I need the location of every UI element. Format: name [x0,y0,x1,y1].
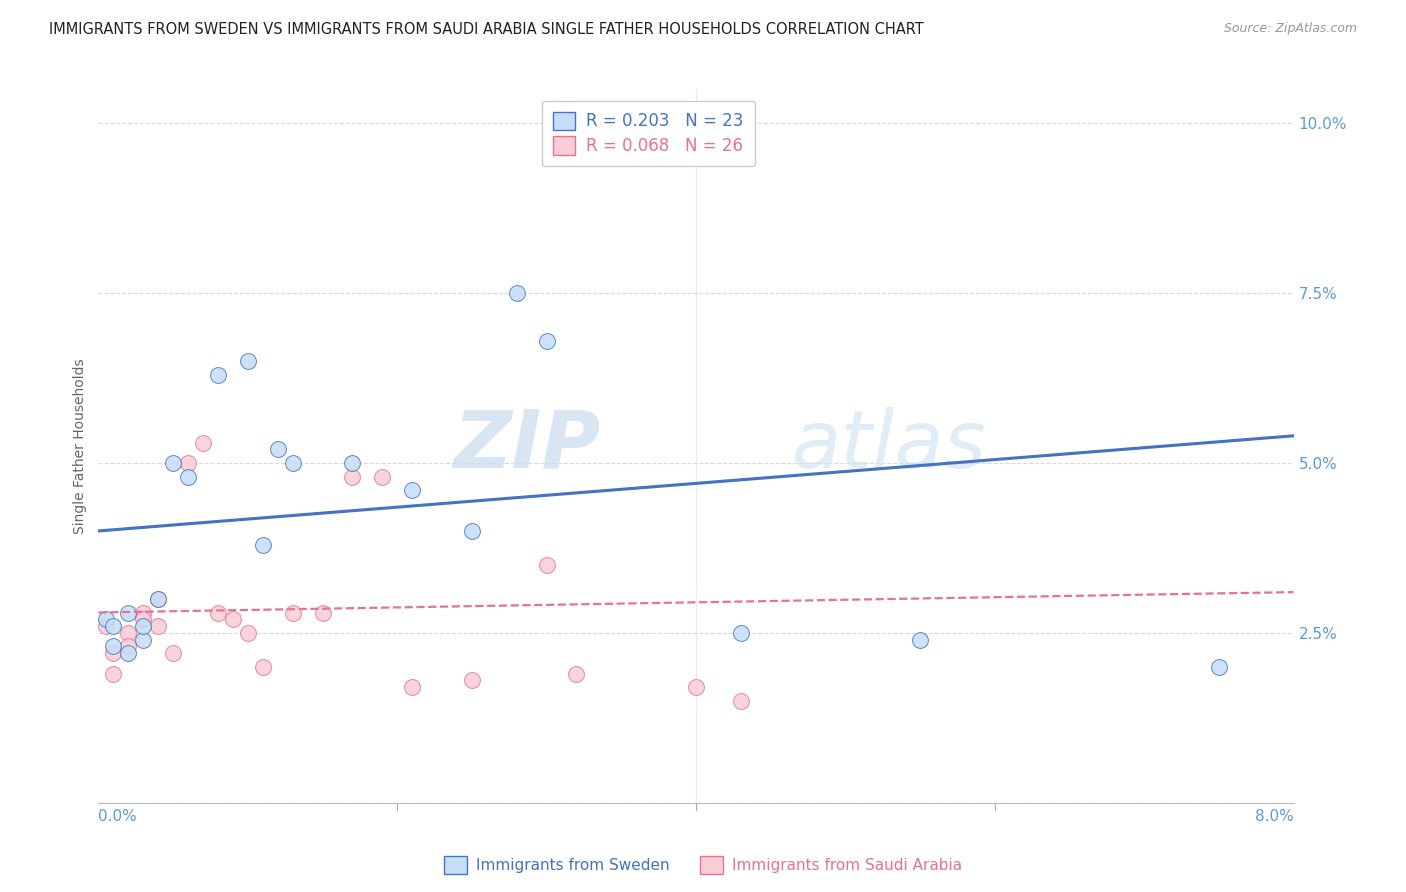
Point [281,456,304,470]
Point [565,666,588,681]
Point [222,612,245,626]
Point [132,606,155,620]
Text: 0.0%: 0.0% [98,808,138,823]
Point [730,694,752,708]
Point [281,606,304,620]
Point [117,640,139,654]
Point [371,469,394,483]
Text: atlas: atlas [792,407,987,485]
Point [461,673,484,688]
Point [191,435,214,450]
Point [162,456,184,470]
Point [236,626,259,640]
Point [94,612,117,626]
Point [1208,660,1230,674]
Text: Source: ZipAtlas.com: Source: ZipAtlas.com [1223,22,1357,36]
Text: 8.0%: 8.0% [1254,808,1294,823]
Point [177,469,200,483]
Point [342,456,364,470]
Text: ZIP: ZIP [453,407,600,485]
Point [117,626,139,640]
Point [342,469,364,483]
Point [506,286,529,301]
Point [401,483,423,498]
Point [207,368,229,382]
Point [103,666,125,681]
Point [730,626,752,640]
Point [252,660,274,674]
Point [132,612,155,626]
Legend: Immigrants from Sweden, Immigrants from Saudi Arabia: Immigrants from Sweden, Immigrants from … [437,850,969,880]
Point [132,619,155,633]
Point [103,619,125,633]
Point [207,606,229,620]
Point [132,632,155,647]
Point [103,646,125,660]
Point [148,591,170,606]
Point [685,680,707,694]
Point [252,537,274,551]
Legend: R = 0.203   N = 23, R = 0.068   N = 26: R = 0.203 N = 23, R = 0.068 N = 26 [541,101,755,166]
Point [94,619,117,633]
Y-axis label: Single Father Households: Single Father Households [73,359,87,533]
Point [536,558,558,572]
Point [177,456,200,470]
Point [148,619,170,633]
Point [267,442,290,457]
Point [117,606,139,620]
Point [236,354,259,368]
Point [148,591,170,606]
Point [461,524,484,538]
Point [536,334,558,348]
Point [908,632,931,647]
Point [162,646,184,660]
Point [311,606,333,620]
Point [103,640,125,654]
Text: IMMIGRANTS FROM SWEDEN VS IMMIGRANTS FROM SAUDI ARABIA SINGLE FATHER HOUSEHOLDS : IMMIGRANTS FROM SWEDEN VS IMMIGRANTS FRO… [49,22,924,37]
Point [401,680,423,694]
Point [117,646,139,660]
